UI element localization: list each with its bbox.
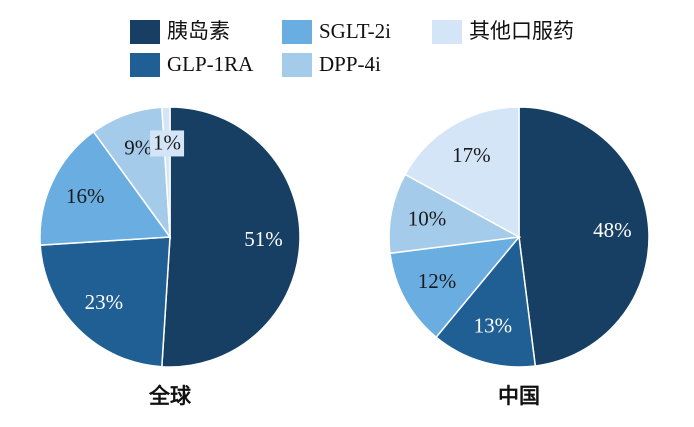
legend-swatch <box>282 53 312 77</box>
chart-title: 全球 <box>148 384 192 408</box>
legend-swatch <box>130 53 160 77</box>
legend-label: 其他口服药 <box>469 19 574 43</box>
legend-label: 胰岛素 <box>167 19 230 43</box>
value-label: 16% <box>66 184 105 208</box>
value-label: 51% <box>244 227 283 251</box>
value-label: 13% <box>474 314 513 338</box>
value-label: 48% <box>593 218 632 242</box>
chart-title: 中国 <box>498 384 540 408</box>
value-label: 9% <box>124 136 152 160</box>
pie-slice <box>518 106 650 367</box>
value-label: 17% <box>452 143 491 167</box>
pie-slice <box>161 106 301 368</box>
value-label: 12% <box>418 269 457 293</box>
pie-slice <box>39 236 171 368</box>
pie-slice <box>435 235 537 368</box>
label-bg <box>150 130 185 157</box>
legend-label: SGLT-2i <box>319 19 391 43</box>
legend-swatch <box>282 20 312 44</box>
value-label: 1% <box>153 130 181 154</box>
legend-swatch <box>432 20 462 44</box>
legend-swatch <box>130 20 160 44</box>
legend-label: GLP-1RA <box>167 52 254 76</box>
legend-label: DPP-4i <box>319 52 381 76</box>
value-label: 23% <box>85 290 124 314</box>
pie-slice <box>389 236 521 339</box>
pie-slice <box>404 106 520 239</box>
value-label: 10% <box>408 206 447 230</box>
pie-slice <box>388 173 522 255</box>
pie-slice <box>39 130 172 246</box>
